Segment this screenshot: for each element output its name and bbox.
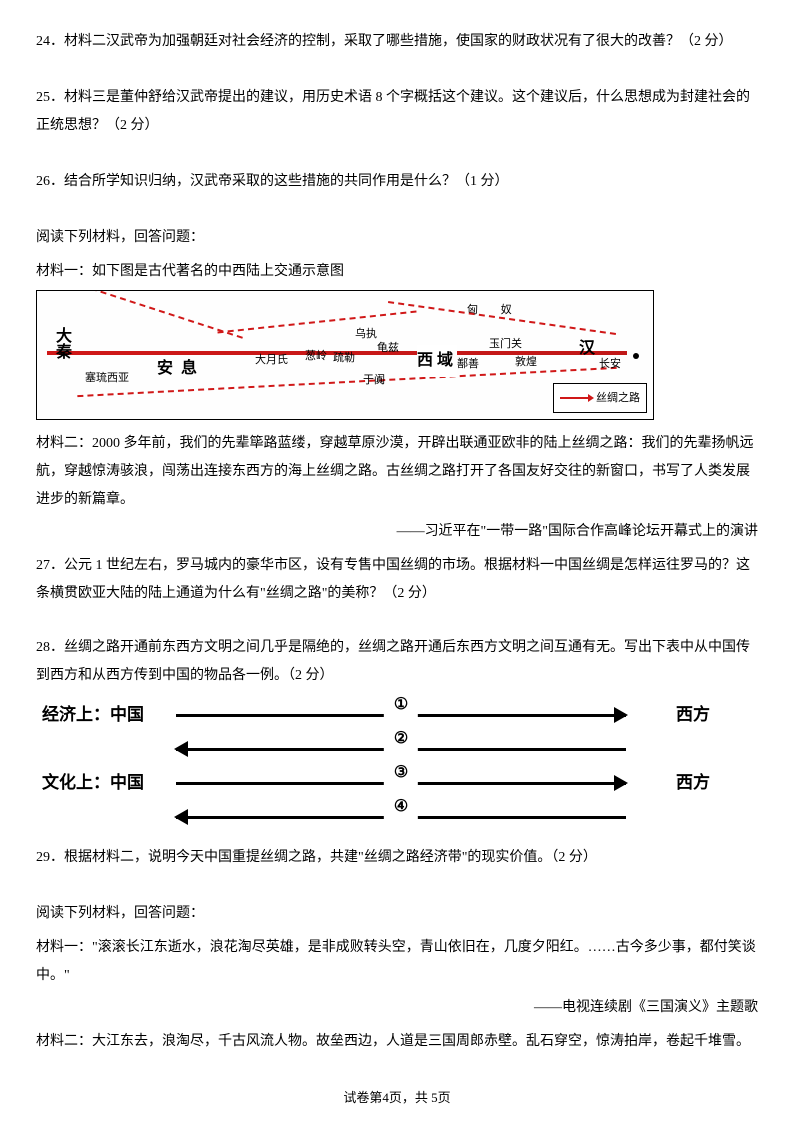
material-2-1: 材料一："滚滚长江东逝水，浪花淘尽英雄，是非成败转头空，青山依旧在，几度夕阳红。…: [36, 934, 758, 990]
page-footer: 试卷第4页，共 5页: [0, 1085, 794, 1111]
map-label-anxi: 安息: [157, 353, 205, 385]
arrow-left-label-2: 文化上：中国: [36, 766, 176, 800]
map-label-seleucia: 塞琉西亚: [85, 367, 129, 389]
question-25: 25．材料三是董仲舒给汉武帝提出的建议，用历史术语 8 个字概括这个建议。这个建…: [36, 84, 758, 140]
question-29: 29．根据材料二，说明今天中国重提丝绸之路，共建"丝绸之路经济带"的现实价值。（…: [36, 844, 758, 872]
map-legend: 丝绸之路: [553, 383, 647, 413]
arrow-row-2: ②: [36, 732, 716, 766]
question-26: 26．结合所学知识归纳，汉武帝采取的这些措施的共同作用是什么？（1 分）: [36, 168, 758, 196]
map-label-qiuci: 龟兹: [377, 337, 399, 359]
question-26-text: 26．结合所学知识归纳，汉武帝采取的这些措施的共同作用是什么？（1 分）: [36, 174, 509, 189]
material-2-2: 材料二：大江东去，浪淘尽，千古风流人物。故垒西边，人道是三国周郎赤壁。乱石穿空，…: [36, 1028, 758, 1056]
question-24: 24．材料二汉武帝为加强朝廷对社会经济的控制，采取了哪些措施，使国家的财政状况有…: [36, 28, 758, 56]
silk-road-map: 大秦 塞琉西亚 安息 大月氏 葱岭 疏勒 乌执 龟兹 于阗 西域 鄯善 玉门关 …: [36, 290, 654, 420]
arrow-body-4: ④: [176, 803, 626, 831]
arrow-row-1: 经济上：中国 ① 西方: [36, 698, 716, 732]
question-28-text: 28．丝绸之路开通前东西方文明之间几乎是隔绝的，丝绸之路开通后东西方文明之间互通…: [36, 640, 750, 683]
map-label-dayuezhi: 大月氏: [255, 349, 288, 371]
arrow-num-4: ④: [384, 791, 418, 823]
exchange-diagram: 经济上：中国 ① 西方 ② 文化上：中国 ③ 西方 ④: [36, 698, 716, 834]
map-label-congling: 葱岭: [305, 345, 327, 367]
reading-intro-2: 阅读下列材料，回答问题：: [36, 900, 758, 928]
map-label-shule: 疏勒: [333, 347, 355, 369]
arrow-row-3: 文化上：中国 ③ 西方: [36, 766, 716, 800]
map-label-xiongnu: 匈 奴: [467, 299, 522, 321]
source-line-2: ——电视连续剧《三国演义》主题歌: [36, 994, 758, 1022]
arrow-right-label-2: 西方: [626, 766, 716, 800]
arrow-num-3: ③: [384, 757, 418, 789]
legend-line-icon: [560, 397, 590, 399]
arrow-num-2: ②: [384, 723, 418, 755]
question-28: 28．丝绸之路开通前东西方文明之间几乎是隔绝的，丝绸之路开通后东西方文明之间互通…: [36, 634, 758, 690]
reading-intro-1: 阅读下列材料，回答问题：: [36, 224, 758, 252]
legend-text: 丝绸之路: [596, 387, 640, 409]
map-label-xiyu: 西域: [417, 345, 457, 377]
map-label-han: 汉: [579, 333, 595, 365]
material-1-caption: 材料一：如下图是古代著名的中西陆上交通示意图: [36, 258, 758, 286]
map-label-daqin: 大秦: [45, 327, 77, 359]
arrow-left-label-1: 经济上：中国: [36, 698, 176, 732]
question-27: 27．公元 1 世纪左右，罗马城内的豪华市区，设有专售中国丝绸的市场。根据材料一…: [36, 552, 758, 608]
arrow-row-4: ④: [36, 800, 716, 834]
arrow-right-label-1: 西方: [626, 698, 716, 732]
map-label-changan: 长安: [599, 353, 621, 375]
material-2-text: 材料二：2000 多年前，我们的先辈筚路蓝缕，穿越草原沙漠，开辟出联通亚欧非的陆…: [36, 430, 758, 514]
question-27-text: 27．公元 1 世纪左右，罗马城内的豪华市区，设有专售中国丝绸的市场。根据材料一…: [36, 558, 750, 601]
map-label-yutian: 于阗: [363, 369, 385, 391]
question-25-text: 25．材料三是董仲舒给汉武帝提出的建议，用历史术语 8 个字概括这个建议。这个建…: [36, 90, 750, 133]
map-label-wubi: 乌执: [355, 323, 377, 345]
question-24-text: 24．材料二汉武帝为加强朝廷对社会经济的控制，采取了哪些措施，使国家的财政状况有…: [36, 34, 733, 49]
map-label-dunhuang: 敦煌: [515, 351, 537, 373]
arrow-num-1: ①: [384, 689, 418, 721]
map-label-shanshan: 鄯善: [457, 353, 479, 375]
source-line-1: ——习近平在"一带一路"国际合作高峰论坛开幕式上的演讲: [36, 518, 758, 546]
map-point-changan: [633, 353, 639, 359]
question-29-text: 29．根据材料二，说明今天中国重提丝绸之路，共建"丝绸之路经济带"的现实价值。（…: [36, 850, 597, 865]
